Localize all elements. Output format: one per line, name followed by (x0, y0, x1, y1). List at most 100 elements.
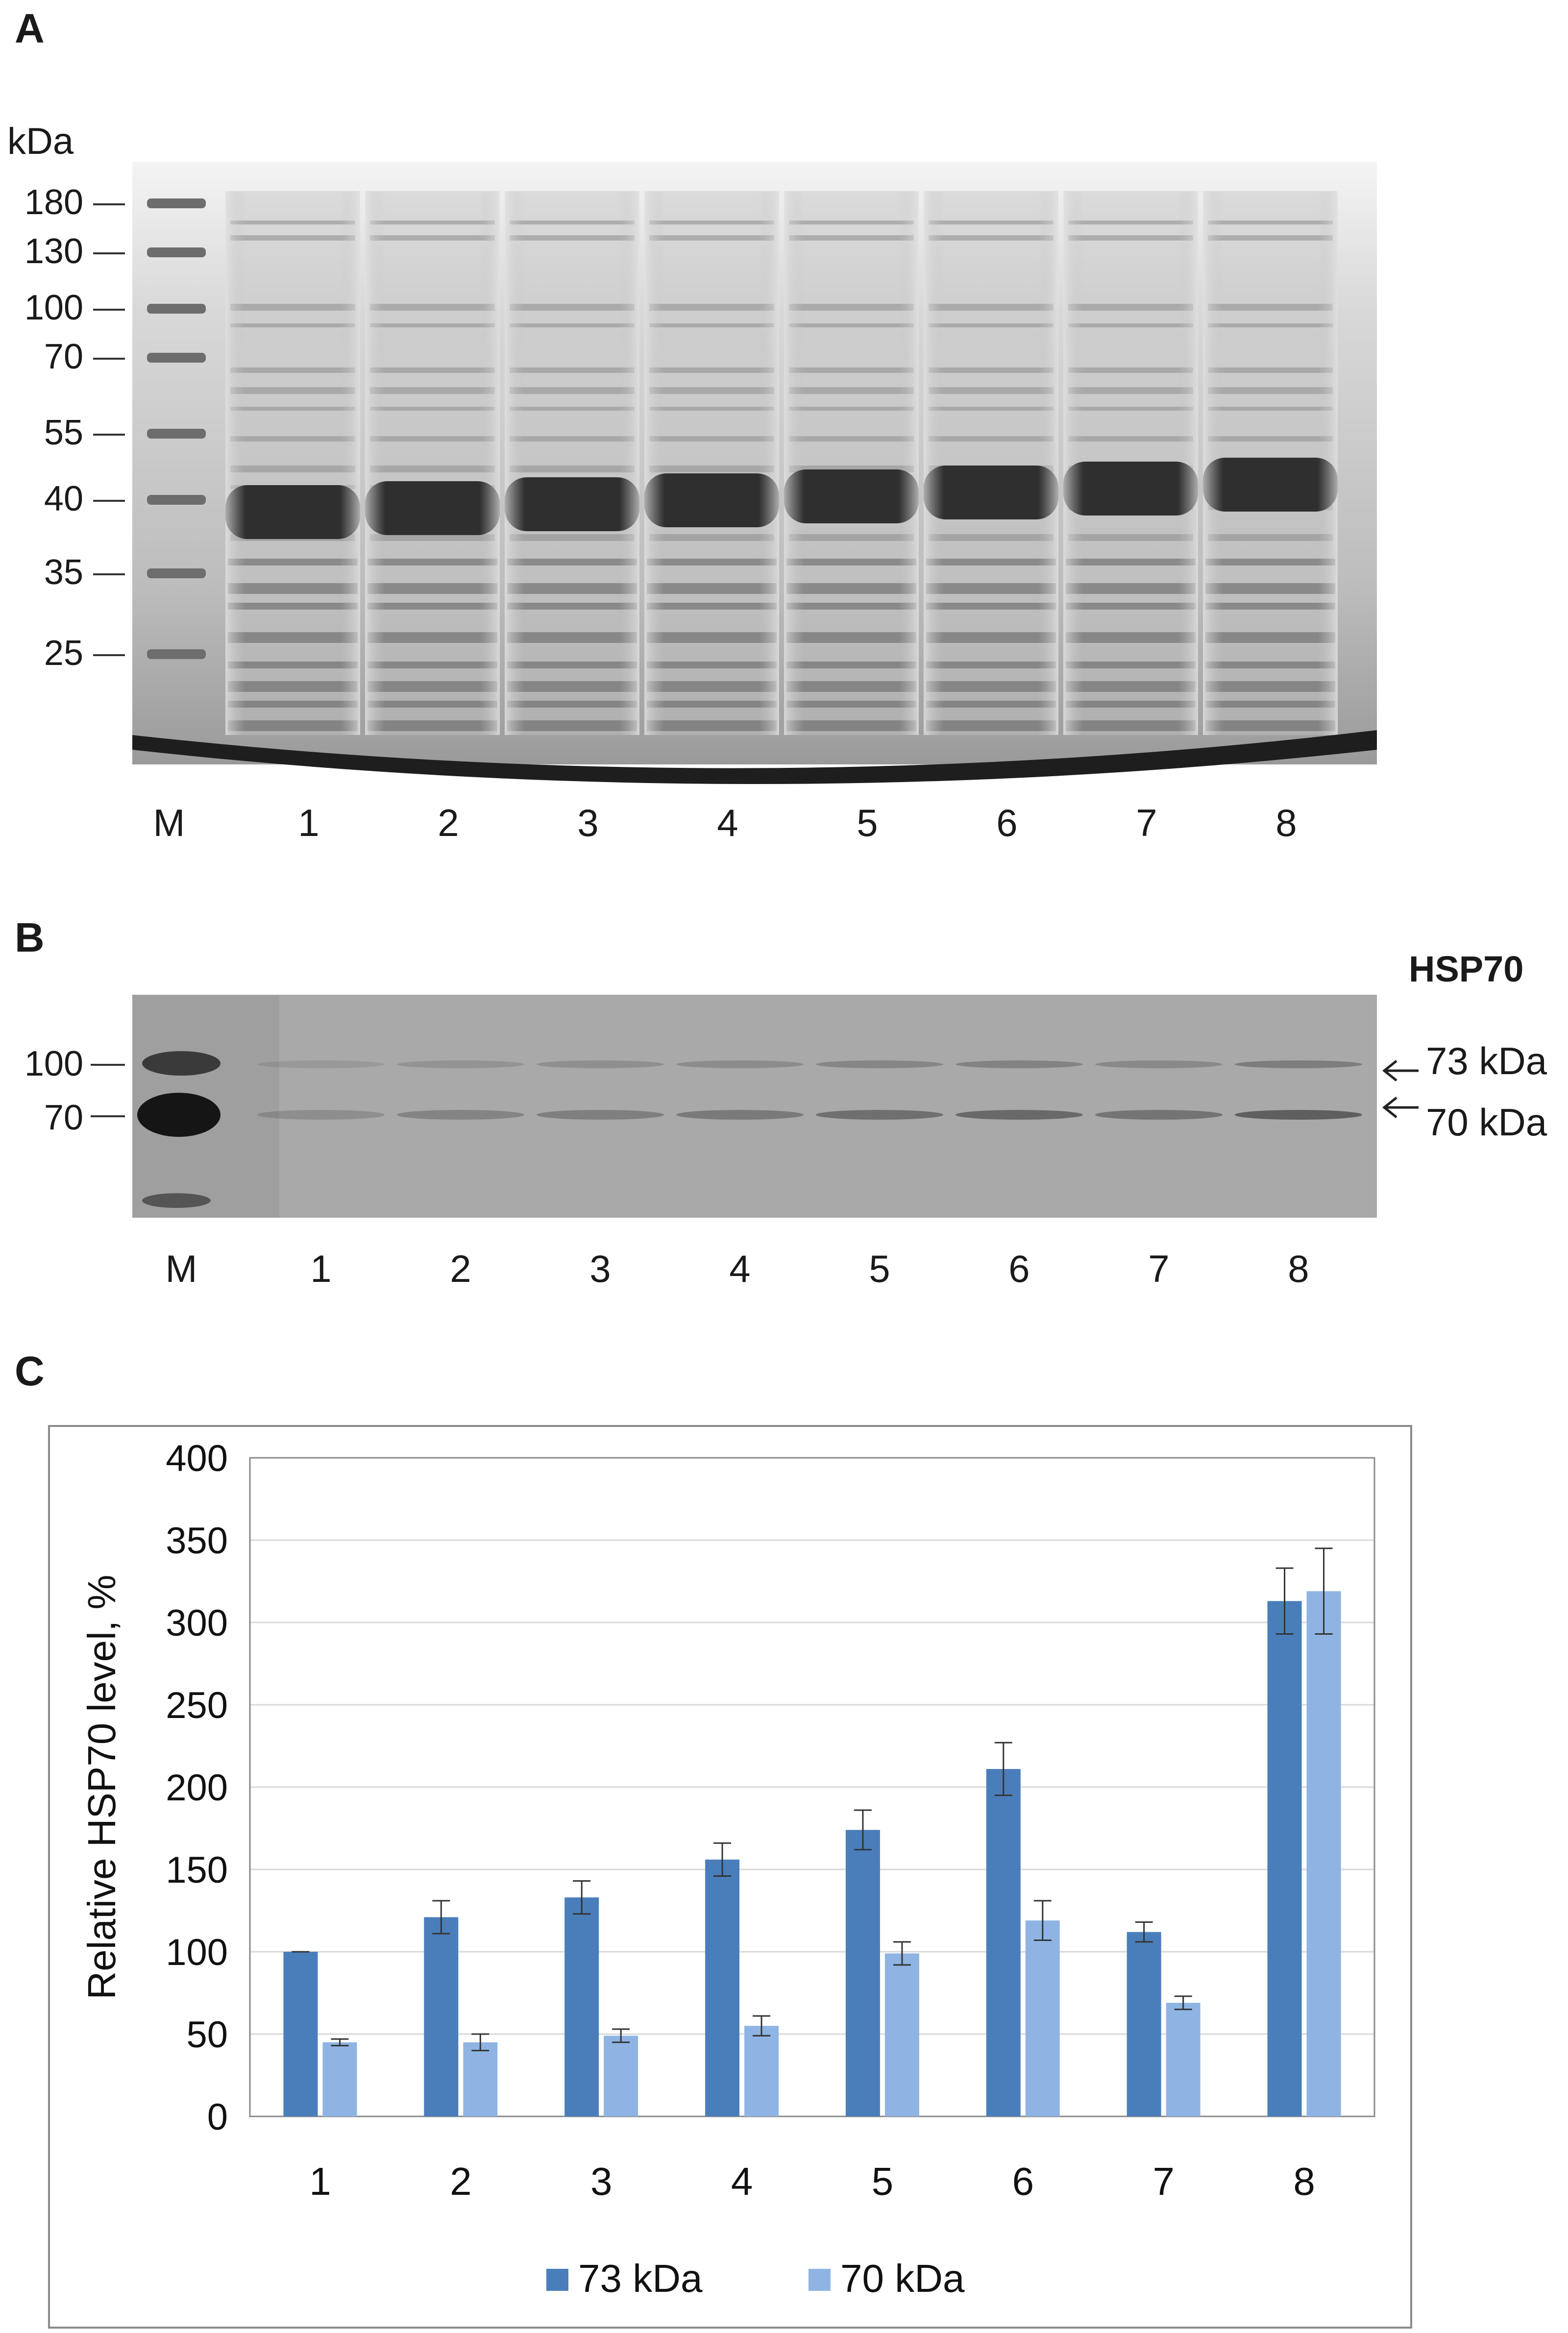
gel-a-lane-4: 4 (717, 801, 738, 844)
gel-a-marker-25: 25 (44, 634, 83, 673)
legend-swatch (808, 2269, 831, 2291)
bar-70-kda (604, 2036, 638, 2116)
error-bar (753, 2015, 771, 2037)
legend-swatch (546, 2269, 568, 2291)
gel-a-sample-lane (505, 191, 639, 735)
gel-a-marker-40: 40 (44, 479, 83, 518)
blot-lane-7: 7 (1148, 1247, 1170, 1290)
error-bar (331, 2038, 349, 2047)
x-tick-label: 3 (590, 2160, 612, 2203)
blot-marker-70: 70 (44, 1098, 83, 1137)
gel-a-lane-8: 8 (1275, 801, 1297, 844)
blot-band-70 (1235, 1110, 1362, 1120)
gel-a-lane-1: 1 (298, 801, 319, 844)
bar-73-kda (283, 1952, 318, 2116)
gel-a-marker-tick (93, 203, 125, 205)
bar-70-kda (463, 2042, 498, 2116)
y-tick-label: 0 (207, 2096, 228, 2138)
blot-lane-2: 2 (450, 1247, 471, 1290)
error-bar (432, 1900, 450, 1935)
x-tick-label: 5 (872, 2160, 894, 2203)
error-bar (1315, 1547, 1333, 1635)
gel-a-marker-tick (93, 358, 125, 360)
gel-a-marker-tick (93, 309, 125, 311)
blot-lane-6: 6 (1008, 1247, 1030, 1290)
blot-band-70 (816, 1110, 943, 1120)
ladder-band (142, 1051, 220, 1076)
blot-band-70 (537, 1110, 664, 1120)
blot-band-70 (956, 1110, 1083, 1120)
gel-a-marker-tick (93, 434, 125, 436)
gel-a-sample-lane (365, 191, 500, 735)
legend-entry-73: 73 kDa (546, 2257, 703, 2300)
bar-73-kda (424, 1917, 459, 2116)
blot-band-73 (956, 1060, 1083, 1068)
panel-b-letter: B (15, 914, 45, 960)
error-bar (612, 2028, 630, 2043)
gel-a-marker-tick (93, 654, 125, 656)
error-bar (1033, 1900, 1052, 1941)
gel-a-lane-7: 7 (1136, 801, 1157, 844)
x-tick-label: 7 (1152, 2160, 1175, 2203)
gel-a-lane-6: 6 (996, 801, 1018, 844)
gel-a-lane-M: M (153, 801, 185, 844)
blot-marker-ticks (91, 1064, 125, 1117)
bar-73-kda (845, 1830, 880, 2116)
gel-a-sample-lane (924, 191, 1058, 735)
gel-a-marker-35: 35 (44, 553, 83, 592)
blot-band-73 (676, 1060, 804, 1068)
y-tick-label: 50 (186, 2014, 228, 2056)
bar-70-kda (1306, 1591, 1341, 2116)
bar-73-kda (1267, 1601, 1302, 2116)
ladder-band (137, 1093, 220, 1137)
blot-band-73 (257, 1060, 385, 1068)
bar-73-kda (705, 1859, 740, 2116)
ladder-band (147, 429, 206, 439)
band-label-73: 73 kDa (1426, 1039, 1547, 1082)
legend-label: 70 kDa (840, 2257, 965, 2300)
y-tick-label: 250 (166, 1685, 228, 1726)
x-tick-label: 8 (1293, 2160, 1315, 2203)
bar-73-kda (1127, 1932, 1161, 2116)
x-tick-label: 2 (450, 2160, 472, 2203)
bar-70-kda (1025, 1920, 1060, 2116)
y-tick-label: 100 (166, 1932, 228, 1973)
gel-a-lane-2: 2 (438, 801, 459, 844)
ladder-band (147, 247, 206, 257)
blot-band-70 (1095, 1110, 1223, 1120)
blot-marker-100: 100 (24, 1044, 83, 1083)
gel-a-lane-3: 3 (577, 801, 599, 844)
blot-band-70 (676, 1110, 804, 1120)
bar-70-kda (322, 2042, 357, 2116)
y-axis-title: Relative HSP70 level, % (80, 1574, 123, 1999)
error-bar (994, 1742, 1012, 1796)
gel-a-marker-180: 180 (24, 183, 83, 222)
blot-lane-8: 8 (1288, 1247, 1309, 1290)
y-tick-label: 350 (166, 1520, 228, 1562)
gel-a-image (132, 162, 1377, 784)
ladder-band (147, 198, 206, 208)
y-tick-label: 300 (166, 1602, 228, 1644)
gel-a-sample-lane (1203, 191, 1338, 735)
blot-lane-1: 1 (310, 1247, 332, 1290)
gel-a-sample-lane (784, 191, 919, 735)
gel-a-marker-tick (93, 500, 125, 502)
gel-a-marker-130: 130 (24, 232, 83, 271)
bar-70-kda (1166, 2003, 1200, 2116)
gel-a-marker-70: 70 (44, 337, 83, 376)
gel-a-marker-tick (93, 573, 125, 575)
blot-lane-4: 4 (729, 1247, 751, 1290)
western-blot-image (132, 995, 1377, 1218)
blot-lane-5: 5 (869, 1247, 890, 1290)
band-label-70: 70 kDa (1426, 1101, 1547, 1144)
error-bar (1135, 1921, 1153, 1943)
bar-70-kda (744, 2026, 779, 2116)
gel-a-lane-5: 5 (857, 801, 878, 844)
gel-a-sample-lane (1063, 191, 1198, 735)
gel-a-sample-lane (225, 191, 360, 735)
blot-title: HSP70 (1409, 949, 1524, 989)
legend-label: 73 kDa (578, 2257, 703, 2300)
ladder-band (142, 1193, 211, 1208)
blot-band-73 (1095, 1060, 1223, 1068)
blot-band-73 (816, 1060, 943, 1068)
